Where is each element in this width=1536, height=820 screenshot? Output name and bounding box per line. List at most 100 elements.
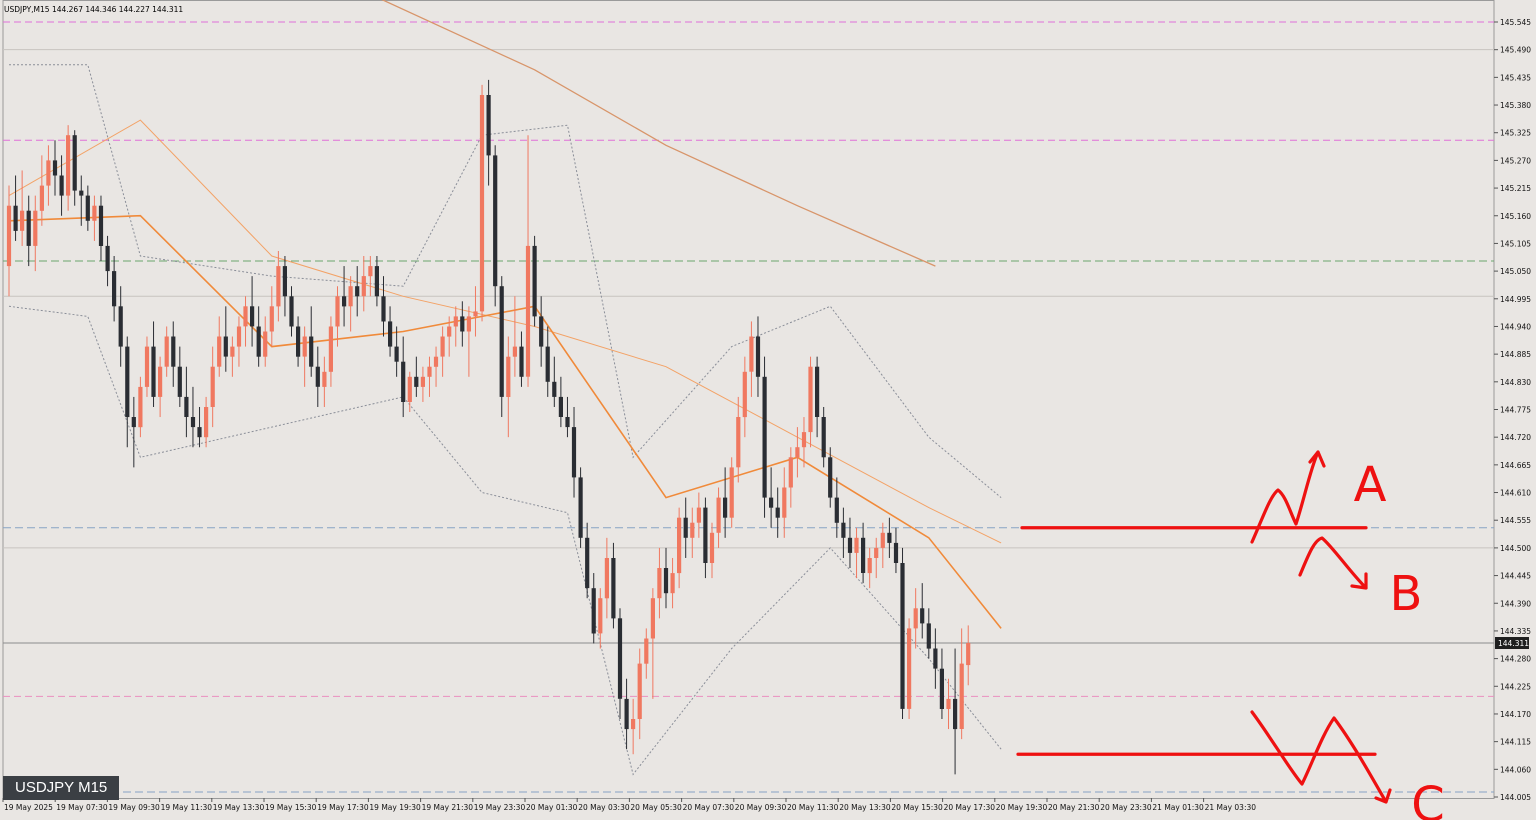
candle-body [460,316,465,332]
y-tick-label: 145.270 [1500,156,1531,165]
candle-body [887,532,892,543]
candle-body [729,467,734,518]
candle-body [736,417,741,468]
candle-body [782,487,787,518]
scenario-c-arrow [1250,710,1392,804]
candle-body [243,306,248,327]
candle-body [361,276,366,297]
candle-body [525,245,531,377]
candle-body [72,135,77,191]
y-tick-label: 144.885 [1500,350,1531,359]
candle-body [815,366,820,417]
candle-body [959,663,964,729]
candle-body [953,698,958,730]
candle-body [138,386,143,428]
candle-body [479,95,485,312]
x-tick-label: 20 May 13:30 [839,803,891,812]
candle-body [322,371,327,387]
candle-body [144,346,150,387]
x-tick-label: 20 May 15:30 [891,803,943,812]
candle-body [716,497,721,533]
current-price-label: 144.311 [1498,639,1529,648]
candle-body [670,573,675,594]
candle-body [401,361,406,402]
y-tick-label: 145.380 [1500,101,1531,110]
candle-body [946,698,951,709]
x-tick-label: 21 May 01:30 [1152,803,1204,812]
candle-body [631,719,636,730]
y-tick-label: 144.280 [1500,655,1531,664]
candle-body [775,507,780,518]
candle-body [52,160,58,176]
candle-body [204,407,209,438]
candle-body [611,558,616,619]
candle-body [335,296,340,327]
candle-body [85,195,90,221]
candle-body [571,427,577,478]
candle-body [742,371,747,418]
candle-body [296,326,301,357]
candle-body [690,522,695,538]
candle-body [440,336,445,357]
candle-body [118,306,123,347]
candle-body [66,135,71,196]
candle-body [657,568,662,599]
candle-body [92,205,97,221]
candle-body [900,563,905,709]
time-axis: 19 May 2025 19 May 07:30 19 May 09:30 19 Ma… [2,798,1257,812]
candle-body [512,346,517,357]
candle-body [407,376,412,402]
label-b: B [1390,566,1423,622]
x-tick-label: 21 May 03:30 [1205,803,1257,812]
x-tick-label: 19 May 17:30 [317,803,369,812]
candle-body [473,311,478,317]
candle-body [723,497,728,518]
symbol-badge: USDJPY M15 [3,776,120,800]
y-tick-label: 144.225 [1500,682,1531,691]
x-tick-label: 19 May 2025 [4,803,53,812]
candle-body [6,205,12,267]
candle-body [13,205,18,231]
candle-body [315,366,320,387]
candle-body [493,155,498,287]
x-tick-label: 20 May 17:30 [944,803,996,812]
candle-body [79,190,84,196]
candle-body [933,648,938,669]
candle-body [112,271,117,307]
candle-body [624,698,629,730]
candle-body [453,316,458,327]
x-tick-label: 20 May 05:30 [630,803,682,812]
candle-body [703,507,708,563]
candle-body [342,296,347,307]
y-tick-label: 144.445 [1500,572,1531,581]
candle-body [532,245,537,317]
candle-body [374,266,379,297]
candle-body [828,457,833,498]
candle-body [289,296,294,327]
candle-body [26,210,31,246]
candle-body [39,185,44,211]
candle-body [420,376,425,387]
candle-body [644,638,649,664]
y-tick-label: 144.720 [1500,433,1531,442]
x-tick-label: 20 May 19:30 [996,803,1048,812]
label-c: C [1411,777,1445,820]
candle-body [545,346,550,382]
candle-body [821,417,826,458]
candle-body [893,542,899,563]
candle-body [637,663,642,719]
candle-body [755,336,761,377]
candle-body [841,522,846,538]
candle-body [217,336,222,367]
candle-body [131,417,136,428]
candle-body [125,346,130,418]
candle-body [585,537,590,589]
y-tick-label: 145.160 [1500,212,1531,221]
candle-body [880,532,885,548]
candle-body [834,497,839,523]
candle-body [867,558,872,574]
candle-body [519,346,524,377]
x-tick-label: 19 May 13:30 [213,803,265,812]
candle-body [250,306,255,327]
